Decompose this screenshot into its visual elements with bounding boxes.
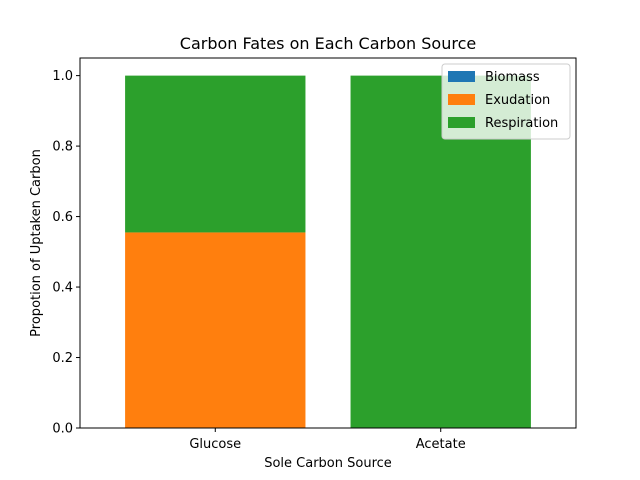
y-tick-label: 0.8 <box>52 140 73 155</box>
legend-swatch-exudation <box>448 94 475 105</box>
y-axis-label: Propotion of Uptaken Carbon <box>29 149 44 337</box>
x-axis: Glucose Acetate <box>189 428 466 452</box>
y-axis: 0.0 0.2 0.4 0.6 0.8 1.0 <box>52 69 80 437</box>
plot-frame <box>79 57 577 429</box>
chart-title: Carbon Fates on Each Carbon Source <box>180 34 476 53</box>
x-tick-label-acetate: Acetate <box>416 437 466 452</box>
bar-respiration-glucose <box>125 75 306 233</box>
legend: Biomass Exudation Respiration <box>441 63 571 140</box>
y-tick-label: 0.6 <box>52 210 73 225</box>
x-axis-label: Sole Carbon Source <box>264 456 392 471</box>
y-tick-label: 0.0 <box>52 422 73 437</box>
bar-exudation-glucose <box>125 232 306 428</box>
y-tick-label: 1.0 <box>52 69 73 84</box>
legend-swatch-respiration <box>448 117 475 128</box>
x-tick-label-glucose: Glucose <box>189 437 241 452</box>
legend-label-respiration: Respiration <box>485 116 558 131</box>
y-tick-label: 0.4 <box>52 281 73 296</box>
legend-label-biomass: Biomass <box>485 70 540 85</box>
legend-label-exudation: Exudation <box>485 93 550 108</box>
y-tick-label: 0.2 <box>52 351 73 366</box>
legend-swatch-biomass <box>448 71 475 82</box>
